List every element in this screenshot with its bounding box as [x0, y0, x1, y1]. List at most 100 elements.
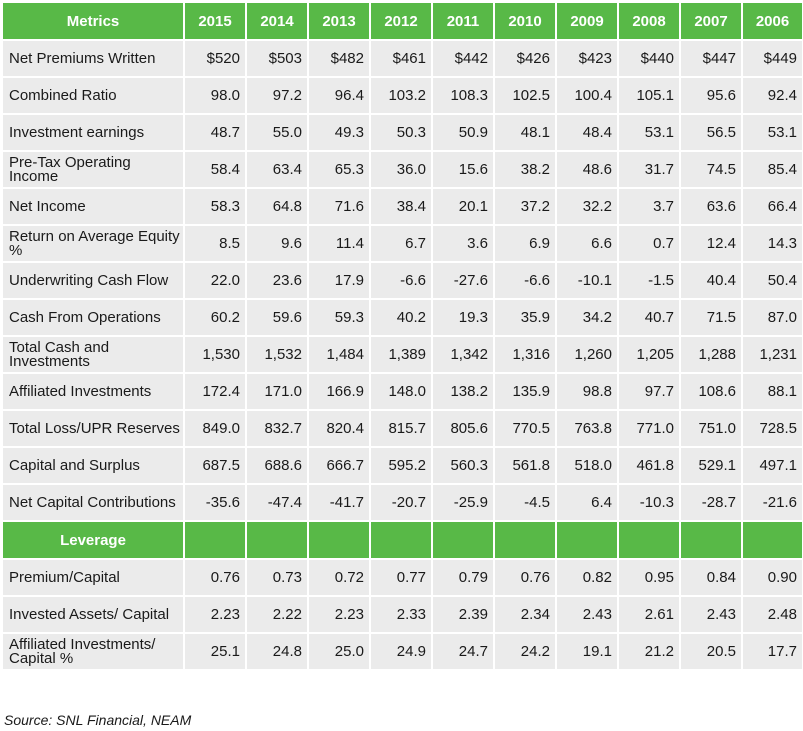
table-cell: 59.3 [307, 298, 371, 337]
table-cell: 1,389 [369, 335, 433, 374]
table-cell: 60.2 [183, 298, 247, 337]
table-cell: 25.1 [183, 632, 247, 671]
table-cell: 50.3 [369, 113, 433, 152]
table-cell: 1,532 [245, 335, 309, 374]
section-header-row: Leverage [1, 520, 803, 560]
table-cell: 751.0 [679, 409, 743, 448]
section-cell [741, 520, 803, 560]
table-cell: 688.6 [245, 446, 309, 485]
table-cell: 1,484 [307, 335, 371, 374]
table-cell: 53.1 [617, 113, 681, 152]
table-cell: 0.90 [741, 558, 803, 597]
table-cell: 36.0 [369, 150, 433, 189]
table-cell: 21.2 [617, 632, 681, 671]
table-cell: 48.1 [493, 113, 557, 152]
header-year: 2008 [617, 1, 681, 41]
section-label: Leverage [1, 520, 185, 560]
table-cell: 3.7 [617, 187, 681, 226]
table-cell: 11.4 [307, 224, 371, 263]
table-cell: 497.1 [741, 446, 803, 485]
table-cell: 771.0 [617, 409, 681, 448]
table-row: Net Income 58.3 64.8 71.6 38.4 20.1 37.2 32.2 3.… [1, 187, 803, 226]
table-cell: 6.7 [369, 224, 433, 263]
table-cell: $442 [431, 39, 495, 78]
table-cell: 20.1 [431, 187, 495, 226]
table-cell: 32.2 [555, 187, 619, 226]
row-label: Affiliated Investments [1, 372, 185, 411]
table-cell: 98.8 [555, 372, 619, 411]
table-cell: 55.0 [245, 113, 309, 152]
table-cell: 832.7 [245, 409, 309, 448]
table-cell: 14.3 [741, 224, 803, 263]
table-cell: 166.9 [307, 372, 371, 411]
table-cell: $423 [555, 39, 619, 78]
table-cell: 20.5 [679, 632, 743, 671]
table-cell: 98.0 [183, 76, 247, 115]
table-cell: 19.3 [431, 298, 495, 337]
table-cell: 108.6 [679, 372, 743, 411]
table-cell: 65.3 [307, 150, 371, 189]
table-cell: 849.0 [183, 409, 247, 448]
row-label: Cash From Operations [1, 298, 185, 337]
table-cell: 0.82 [555, 558, 619, 597]
row-label: Underwriting Cash Flow [1, 261, 185, 300]
table-row: Net Capital Contributions -35.6 -47.4 -41.7… [1, 483, 803, 522]
table-cell: 560.3 [431, 446, 495, 485]
table-cell: 0.95 [617, 558, 681, 597]
row-label: Affiliated Investments/ Capital % [1, 632, 185, 671]
table-cell: 770.5 [493, 409, 557, 448]
table-cell: 105.1 [617, 76, 681, 115]
table-cell: -47.4 [245, 483, 309, 522]
table-row: Pre-Tax Operating Income 58.4 63.4 65.3 36.0… [1, 150, 803, 189]
table-cell: 12.4 [679, 224, 743, 263]
table-row: Invested Assets/ Capital 2.23 2.22 2.23 2.33… [1, 595, 803, 634]
row-label: Net Premiums Written [1, 39, 185, 78]
section-cell [493, 520, 557, 560]
table-cell: 1,260 [555, 335, 619, 374]
table-cell: 172.4 [183, 372, 247, 411]
table-cell: 37.2 [493, 187, 557, 226]
header-year: 2009 [555, 1, 619, 41]
table-cell: 95.6 [679, 76, 743, 115]
table-cell: 19.1 [555, 632, 619, 671]
table-cell: 97.7 [617, 372, 681, 411]
table-cell: 92.4 [741, 76, 803, 115]
table-cell: 25.0 [307, 632, 371, 671]
table-cell: 40.4 [679, 261, 743, 300]
table-cell: 763.8 [555, 409, 619, 448]
row-label: Net Income [1, 187, 185, 226]
section-cell [617, 520, 681, 560]
row-label: Premium/Capital [1, 558, 185, 597]
table-cell: 24.8 [245, 632, 309, 671]
table-cell: 49.3 [307, 113, 371, 152]
table-cell: 2.48 [741, 595, 803, 634]
table-cell: 66.4 [741, 187, 803, 226]
table-cell: 805.6 [431, 409, 495, 448]
table-cell: 2.23 [183, 595, 247, 634]
row-label: Combined Ratio [1, 76, 185, 115]
table-cell: 0.76 [183, 558, 247, 597]
header-year: 2010 [493, 1, 557, 41]
table-cell: 24.9 [369, 632, 433, 671]
row-label: Return on Average Equity % [1, 224, 185, 263]
table-cell: $447 [679, 39, 743, 78]
table-cell: 6.4 [555, 483, 619, 522]
table-row: Total Cash and Investments 1,530 1,532 1,48… [1, 335, 803, 374]
table-cell: 88.1 [741, 372, 803, 411]
table-cell: 9.6 [245, 224, 309, 263]
table-cell: 59.6 [245, 298, 309, 337]
table-cell: 0.77 [369, 558, 433, 597]
table-cell: 815.7 [369, 409, 433, 448]
table-row: Affiliated Investments 172.4 171.0 166.9 148… [1, 372, 803, 411]
table-cell: 0.72 [307, 558, 371, 597]
table-cell: -10.3 [617, 483, 681, 522]
row-label: Total Loss/UPR Reserves [1, 409, 185, 448]
row-label: Net Capital Contributions [1, 483, 185, 522]
table-cell: 100.4 [555, 76, 619, 115]
table-cell: 40.7 [617, 298, 681, 337]
table-cell: 24.2 [493, 632, 557, 671]
table-cell: 3.6 [431, 224, 495, 263]
table-header-row: Metrics 2015 2014 2013 2012 2011 2010 2009 2008 2… [1, 1, 803, 41]
table-cell: 529.1 [679, 446, 743, 485]
table-cell: 595.2 [369, 446, 433, 485]
